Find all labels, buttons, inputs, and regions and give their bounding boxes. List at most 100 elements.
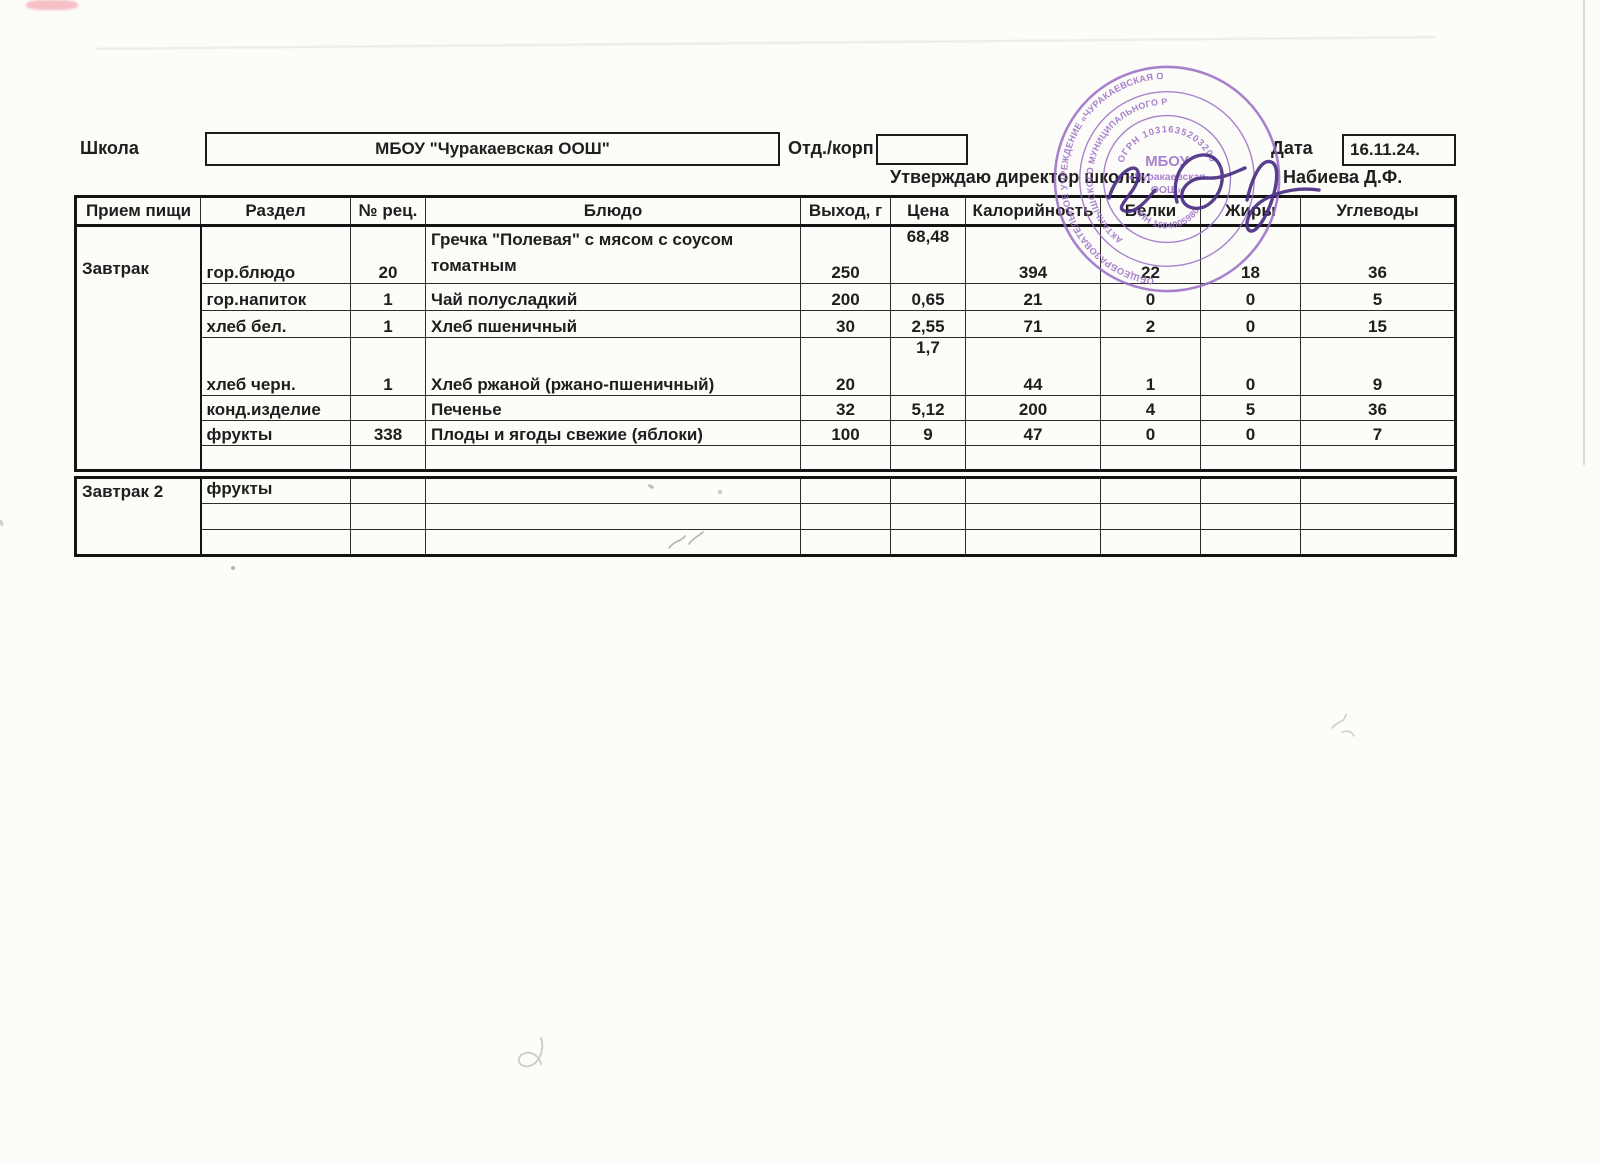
- cell-protein: [1100, 445, 1201, 471]
- cell-protein: [1100, 503, 1201, 530]
- cell-rec: 1: [350, 337, 426, 396]
- table-row: [76, 503, 1456, 530]
- school-stamp: ОБЩЕОБРАЗОВАТЕЛЬНОЕ УЧРЕЖДЕНИЕ «ЧУРАКАЕВ…: [1048, 60, 1281, 293]
- menu-table-breakfast: Прием пищи Раздел № рец. Блюдо Выход, г …: [74, 195, 1457, 472]
- cell-kcal: [965, 503, 1101, 530]
- cell-price: 1,7: [890, 337, 966, 396]
- scan-curl: [517, 1037, 544, 1068]
- table-row: фрукты 338 Плоды и ягоды свежие (яблоки)…: [76, 420, 1456, 446]
- cell-kcal: [965, 445, 1101, 471]
- stamp-center-line2: «Чуракаевская: [1129, 172, 1206, 183]
- cell-out: 200: [800, 283, 891, 311]
- cell-razdel: хлеб бел.: [200, 310, 351, 338]
- cell-dish: [425, 503, 801, 530]
- cell-out: 250: [800, 225, 891, 284]
- cell-out: [800, 477, 891, 504]
- cell-carbs: 9: [1300, 337, 1456, 396]
- cell-kcal: [965, 529, 1101, 556]
- stamp-center-line1: МБОУ: [1145, 154, 1189, 170]
- cell-razdel: фрукты: [200, 420, 351, 446]
- cell-razdel: гор.блюдо: [200, 225, 351, 284]
- cell-price: [890, 445, 966, 471]
- table-row: [76, 529, 1456, 556]
- school-name: МБОУ "Чуракаевская ООШ": [375, 139, 610, 158]
- cell-carbs: 36: [1300, 225, 1456, 284]
- cell-fat: [1200, 529, 1301, 556]
- scan-speck: [0, 519, 4, 527]
- cell-price: 5,12: [890, 395, 966, 421]
- cell-dish: [425, 529, 801, 556]
- cell-fat: 0: [1200, 420, 1301, 446]
- cell-dish: Чай полусладкий: [425, 283, 801, 311]
- cell-rec: 338: [350, 420, 426, 446]
- col-header-kcal: Калорийность: [965, 196, 1101, 227]
- cell-carbs: 36: [1300, 395, 1456, 421]
- cell-dish: [425, 477, 801, 504]
- cell-carbs: 5: [1300, 283, 1456, 311]
- col-header-razdel: Раздел: [200, 196, 351, 227]
- cell-fat: 5: [1200, 395, 1301, 421]
- cell-protein: 2: [1100, 310, 1201, 338]
- menu-table-breakfast2: Завтрак 2 фрукты: [74, 476, 1457, 557]
- stamp-inner-circle: [1102, 114, 1232, 244]
- scan-streak: [95, 36, 1435, 50]
- col-header-out: Выход, г: [800, 196, 891, 227]
- table-header-row: Прием пищи Раздел № рец. Блюдо Выход, г …: [75, 196, 1456, 227]
- cell-kcal: [965, 477, 1101, 504]
- cell-razdel: гор.напиток: [200, 283, 351, 311]
- stamp-outer-circle: [1053, 65, 1281, 293]
- cell-razdel: хлеб черн.: [200, 337, 351, 396]
- cell-out: 32: [800, 395, 891, 421]
- school-name-box: МБОУ "Чуракаевская ООШ": [205, 132, 780, 166]
- cell-price: [890, 477, 966, 504]
- school-label: Школа: [80, 138, 139, 158]
- table-row: [76, 445, 1456, 471]
- director-signature: [1107, 153, 1321, 233]
- cell-kcal: 21: [965, 283, 1101, 311]
- date-value: 16.11.24.: [1350, 140, 1420, 159]
- cell-rec: [350, 445, 426, 471]
- col-header-dish: Блюдо: [425, 196, 801, 227]
- date-label: Дата: [1271, 138, 1313, 158]
- cell-rec: [350, 477, 426, 504]
- cell-dish: Плоды и ягоды свежие (яблоки): [425, 420, 801, 446]
- table-row: конд.изделие Печенье 32 5,12 200 4 5 36: [76, 395, 1456, 421]
- cell-kcal: 394: [965, 225, 1101, 284]
- cell-dish: Гречка "Полевая" с мясом с соусом томатн…: [425, 225, 801, 284]
- cell-protein: [1100, 477, 1201, 504]
- scan-smudge-pink: [26, 0, 78, 10]
- cell-fat: 0: [1200, 310, 1301, 338]
- cell-rec: [350, 503, 426, 530]
- table-row: хлеб бел. 1 Хлеб пшеничный 30 2,55 71 2 …: [76, 310, 1456, 338]
- cell-protein: [1100, 529, 1201, 556]
- meal-cell: Завтрак 2: [75, 477, 202, 556]
- cell-razdel: [200, 445, 351, 471]
- cell-rec: 1: [350, 310, 426, 338]
- date-box: 16.11.24.: [1342, 134, 1456, 166]
- cell-out: [800, 529, 891, 556]
- col-header-carbs: Углеводы: [1300, 196, 1456, 227]
- cell-dish: [425, 445, 801, 471]
- cell-razdel: [200, 529, 351, 556]
- cell-fat: [1200, 503, 1301, 530]
- cell-out: 30: [800, 310, 891, 338]
- dept-label: Отд./корп: [788, 138, 874, 158]
- cell-out: 100: [800, 420, 891, 446]
- cell-kcal: 71: [965, 310, 1101, 338]
- cell-price: 9: [890, 420, 966, 446]
- dept-value: [878, 136, 966, 163]
- cell-kcal: 200: [965, 395, 1101, 421]
- cell-carbs: [1300, 477, 1456, 504]
- cell-protein: 1: [1100, 337, 1201, 396]
- stamp-center-line3: ООШ»: [1151, 185, 1184, 196]
- table-row: хлеб черн. 1 Хлеб ржаной (ржано-пшеничны…: [76, 337, 1456, 396]
- col-header-price: Цена: [890, 196, 966, 227]
- cell-rec: 1: [350, 283, 426, 311]
- cell-carbs: 15: [1300, 310, 1456, 338]
- cell-out: [800, 445, 891, 471]
- cell-carbs: 7: [1300, 420, 1456, 446]
- cell-price: 2,55: [890, 310, 966, 338]
- cell-carbs: [1300, 445, 1456, 471]
- cell-protein: 4: [1100, 395, 1201, 421]
- page-edge-line: [1583, 0, 1585, 465]
